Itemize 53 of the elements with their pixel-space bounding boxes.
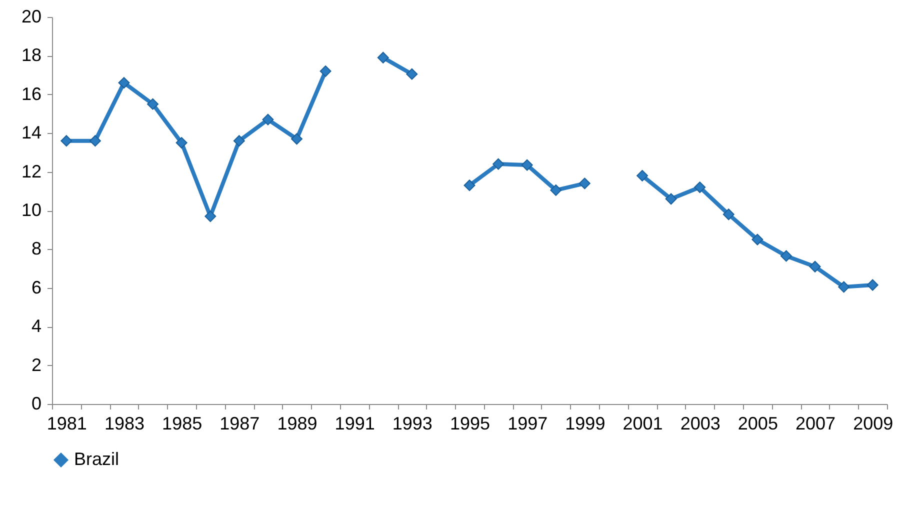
point: [492, 158, 504, 170]
y-tick-label: 10: [21, 200, 42, 220]
x-tick-label: 2007: [795, 414, 836, 434]
point: [233, 135, 245, 147]
point: [550, 184, 562, 196]
y-tick-label: 14: [21, 122, 42, 143]
point: [521, 159, 533, 171]
x-tick-label: 1983: [104, 414, 145, 434]
y-tick-label: 16: [21, 84, 42, 104]
point: [636, 170, 648, 182]
point: [780, 250, 792, 262]
point: [176, 137, 188, 149]
point: [118, 77, 130, 89]
y-tick-label: 6: [31, 277, 42, 298]
y-tick-label: 20: [21, 6, 42, 26]
point: [60, 135, 72, 147]
x-tick-label: 2003: [680, 414, 720, 434]
point: [464, 180, 476, 192]
x-tick-label: 1993: [392, 414, 432, 434]
y-tick-label: 18: [21, 45, 42, 66]
point: [866, 279, 878, 291]
y-tick-label: 4: [31, 316, 42, 336]
x-tick-label: 1999: [565, 414, 606, 434]
point: [147, 98, 159, 110]
x-tick-label: 1987: [220, 414, 260, 434]
legend-label: Brazil: [74, 449, 120, 469]
point: [290, 133, 302, 145]
point: [320, 65, 332, 77]
x-tick-label: 1981: [46, 414, 87, 434]
y-tick-label: 8: [31, 238, 42, 259]
point: [204, 210, 216, 222]
point: [722, 208, 734, 220]
x-tick-label: 1995: [450, 414, 490, 434]
point: [838, 281, 850, 293]
x-tick-label: 1989: [277, 414, 318, 434]
point: [89, 135, 101, 147]
point: [406, 68, 418, 80]
x-tick-label: 1997: [508, 414, 548, 434]
y-tick-label: 0: [31, 394, 42, 414]
point: [694, 182, 706, 194]
point: [262, 114, 274, 126]
x-tick-label: 2001: [622, 414, 663, 434]
point: [809, 260, 821, 272]
x-tick-label: 2009: [853, 414, 894, 434]
point: [377, 52, 389, 64]
y-tick-label: 2: [31, 354, 42, 375]
point: [578, 178, 590, 190]
x-tick-label: 1985: [162, 414, 202, 434]
point: [752, 234, 764, 246]
x-tick-label: 1991: [334, 414, 375, 434]
point: [665, 193, 677, 205]
y-tick-label: 12: [21, 161, 42, 182]
x-tick-label: 2005: [738, 414, 778, 434]
